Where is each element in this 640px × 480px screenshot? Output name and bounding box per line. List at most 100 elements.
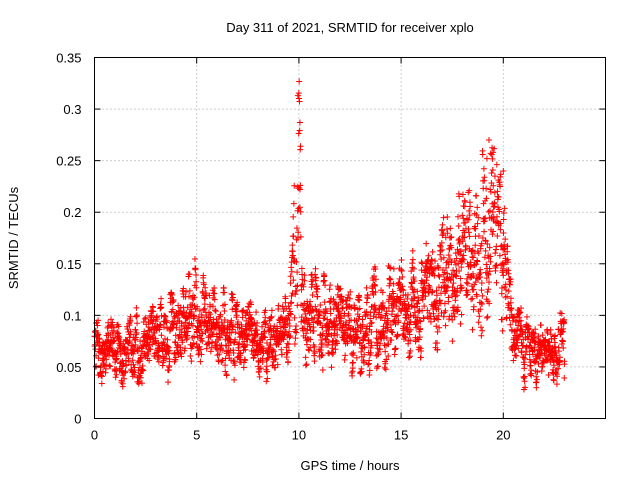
data-point bbox=[458, 311, 465, 318]
data-point bbox=[457, 320, 464, 327]
data-point bbox=[158, 304, 165, 311]
data-point bbox=[268, 313, 275, 320]
data-point bbox=[343, 321, 350, 328]
y-axis: 0 0.05 0.1 0.15 0.2 0.25 0.3 0.35 bbox=[56, 51, 606, 427]
data-point bbox=[126, 322, 133, 329]
data-point bbox=[130, 361, 137, 368]
data-point bbox=[452, 272, 459, 279]
data-point bbox=[322, 282, 329, 289]
data-point bbox=[457, 251, 464, 258]
data-point bbox=[291, 182, 298, 189]
data-point bbox=[499, 265, 506, 272]
data-point bbox=[330, 296, 337, 303]
data-point bbox=[95, 317, 102, 324]
data-point bbox=[319, 367, 326, 373]
data-points bbox=[91, 78, 568, 393]
data-point bbox=[349, 372, 356, 379]
data-point bbox=[305, 317, 312, 324]
chart-title: Day 311 of 2021, SRMTID for receiver xpl… bbox=[226, 20, 474, 35]
data-point bbox=[459, 238, 466, 245]
data-point bbox=[400, 287, 407, 294]
data-point bbox=[152, 353, 159, 360]
data-point bbox=[200, 281, 207, 288]
data-point bbox=[553, 381, 560, 388]
data-point bbox=[178, 353, 185, 360]
data-point bbox=[472, 242, 479, 249]
data-point bbox=[554, 373, 561, 380]
data-point bbox=[235, 319, 242, 326]
data-point bbox=[465, 229, 472, 236]
data-point bbox=[484, 241, 491, 248]
data-point bbox=[510, 314, 517, 321]
data-point bbox=[103, 356, 110, 363]
data-point bbox=[535, 360, 542, 367]
data-point bbox=[453, 292, 460, 299]
data-point bbox=[137, 355, 144, 362]
data-point bbox=[507, 321, 514, 328]
data-point bbox=[521, 373, 528, 380]
data-point bbox=[442, 288, 449, 295]
data-point bbox=[476, 274, 483, 281]
data-point bbox=[133, 304, 140, 311]
data-point bbox=[372, 266, 379, 273]
data-point bbox=[314, 293, 321, 300]
data-point bbox=[458, 264, 465, 271]
data-point bbox=[289, 242, 296, 249]
data-point bbox=[483, 155, 490, 162]
data-point bbox=[363, 299, 370, 306]
data-point bbox=[440, 313, 447, 320]
data-point bbox=[192, 265, 199, 272]
data-point bbox=[312, 265, 319, 272]
data-point bbox=[229, 323, 236, 330]
y-tick-label: 0.1 bbox=[63, 308, 81, 323]
data-point bbox=[247, 301, 254, 308]
data-point bbox=[371, 302, 378, 309]
data-point bbox=[496, 252, 503, 259]
data-point bbox=[285, 358, 292, 365]
data-point bbox=[198, 351, 205, 358]
data-point bbox=[410, 289, 417, 296]
data-point bbox=[211, 296, 218, 303]
data-point bbox=[508, 305, 515, 312]
data-point bbox=[410, 274, 417, 281]
data-point bbox=[241, 338, 248, 345]
data-point bbox=[374, 363, 381, 370]
x-tick-label: 15 bbox=[394, 428, 408, 443]
data-point bbox=[419, 296, 426, 303]
data-point bbox=[459, 212, 466, 219]
data-point bbox=[434, 340, 441, 347]
data-point bbox=[370, 277, 377, 284]
data-point bbox=[346, 295, 353, 302]
data-point bbox=[496, 208, 503, 215]
data-point bbox=[486, 279, 493, 286]
data-point bbox=[431, 265, 438, 272]
data-point bbox=[497, 226, 504, 233]
data-point bbox=[520, 374, 527, 381]
data-point bbox=[291, 340, 298, 347]
data-point bbox=[309, 281, 316, 288]
data-point bbox=[252, 322, 259, 329]
data-point bbox=[411, 293, 418, 300]
data-point bbox=[504, 259, 511, 266]
data-point bbox=[491, 173, 498, 180]
data-point bbox=[480, 165, 487, 172]
data-point bbox=[186, 287, 193, 294]
data-point bbox=[300, 306, 307, 313]
data-point bbox=[293, 258, 300, 265]
data-point bbox=[523, 313, 530, 320]
data-point bbox=[293, 329, 300, 336]
data-point bbox=[478, 324, 485, 331]
data-point bbox=[441, 300, 448, 307]
data-point bbox=[389, 308, 396, 315]
data-point bbox=[168, 309, 175, 316]
data-point bbox=[500, 210, 507, 217]
data-point bbox=[234, 299, 241, 306]
data-point bbox=[290, 233, 297, 240]
data-point bbox=[292, 326, 299, 333]
data-point bbox=[478, 240, 485, 247]
data-point bbox=[295, 130, 302, 137]
data-point bbox=[185, 293, 192, 300]
data-point bbox=[262, 320, 269, 327]
data-point bbox=[366, 367, 373, 374]
data-point bbox=[382, 348, 389, 355]
